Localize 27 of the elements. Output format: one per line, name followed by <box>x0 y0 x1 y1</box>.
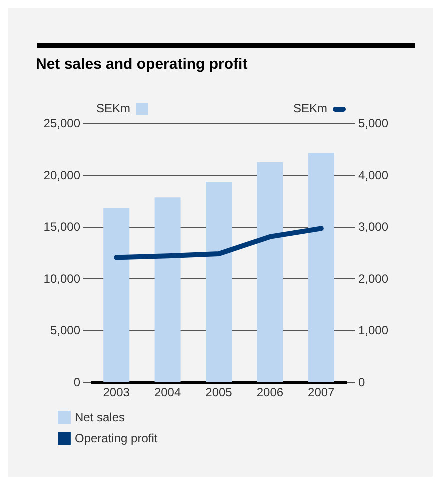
x-tick-label: 2003 <box>103 386 130 400</box>
y-tick-label: 15,000 <box>44 220 81 234</box>
y2-axis-title: SEKm <box>293 102 328 116</box>
y-tick-label: 25,000 <box>44 116 81 130</box>
x-tick-label: 2004 <box>154 386 182 400</box>
x-tick-label: 2007 <box>308 386 336 400</box>
y2-tick-label: 3,000 <box>358 220 389 234</box>
y-tick-label: 5,000 <box>50 324 81 338</box>
y2-tick-label: 0 <box>358 376 366 390</box>
legend-label: Net sales <box>75 410 126 424</box>
bar <box>206 182 232 382</box>
y-tick-label: 20,000 <box>44 168 81 182</box>
y2-tick-label: 4,000 <box>358 168 389 182</box>
bar <box>308 153 334 382</box>
bar <box>154 198 181 382</box>
chart-title: Net sales and operating profit <box>36 56 248 73</box>
legend-label: Operating profit <box>75 432 158 446</box>
y2-tick-label: 1,000 <box>358 324 389 338</box>
y2-tick-label: 5,000 <box>358 116 389 130</box>
x-tick-label: 2006 <box>256 386 284 400</box>
x-tick-label: 2005 <box>206 386 233 400</box>
y-tick-label: 0 <box>74 376 81 390</box>
bar <box>104 208 130 382</box>
bar <box>257 162 284 382</box>
y-axis-title: SEKm <box>96 102 131 116</box>
y2-tick-label: 2,000 <box>358 272 389 286</box>
y-tick-label: 10,000 <box>44 272 81 286</box>
